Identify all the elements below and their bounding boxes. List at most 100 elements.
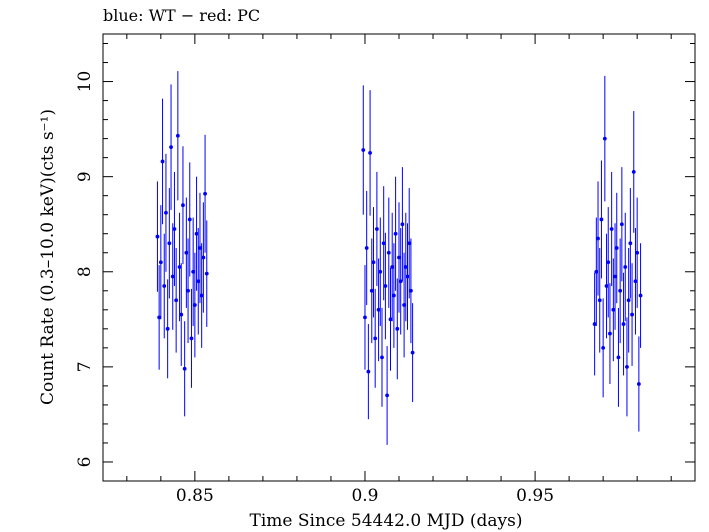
data-point: [613, 274, 617, 279]
data-point: [618, 288, 623, 293]
data-point: [157, 315, 162, 320]
y-axis-label: Count Rate (0.3–10.0 keV)(cts s⁻¹): [38, 109, 58, 405]
data-point: [594, 269, 599, 274]
data-point: [170, 274, 175, 279]
data-point: [179, 312, 184, 317]
data-point: [369, 288, 374, 293]
data-point: [601, 345, 606, 350]
data-point: [391, 293, 396, 298]
data-point: [403, 265, 408, 269]
data-point: [204, 271, 209, 276]
data-point: [602, 136, 607, 141]
y-tick-label: 8: [75, 266, 95, 277]
data-point: [596, 236, 600, 241]
data-point: [169, 145, 173, 150]
data-point: [196, 279, 201, 284]
data-point: [191, 269, 196, 274]
y-tick-label: 10: [75, 71, 95, 93]
data-point: [390, 265, 395, 269]
data-point: [383, 284, 388, 288]
data-point: [395, 326, 400, 331]
data-points: [155, 71, 643, 445]
data-point: [635, 250, 640, 255]
data-point: [364, 246, 369, 250]
x-axis-ticks: 0.85 0.9 0.95: [126, 34, 672, 506]
data-point: [371, 260, 376, 265]
data-point: [633, 279, 638, 284]
data-point: [187, 217, 192, 222]
x-tick-label: 0.85: [176, 486, 214, 506]
data-point: [393, 231, 398, 236]
data-point: [597, 298, 602, 303]
data-point: [361, 148, 366, 152]
x-tick-label: 0.9: [351, 486, 378, 506]
data-point: [402, 303, 407, 307]
data-point: [203, 191, 207, 196]
data-point: [184, 250, 189, 255]
data-point: [621, 322, 626, 326]
data-point: [608, 331, 612, 336]
data-point: [181, 203, 185, 208]
data-point: [616, 355, 621, 360]
data-point: [611, 307, 616, 312]
x-axis-label: Time Since 54442.0 MJD (days): [250, 511, 523, 531]
data-point: [631, 170, 636, 174]
data-point: [167, 241, 172, 246]
data-point: [410, 350, 415, 355]
y-tick-label: 9: [75, 171, 95, 182]
data-point: [407, 241, 412, 246]
data-point: [609, 227, 614, 231]
data-point: [155, 234, 160, 239]
data-point: [172, 227, 177, 231]
chart-title: blue: WT − red: PC: [103, 6, 260, 25]
data-point: [625, 364, 629, 369]
y-tick-label: 6: [75, 457, 95, 468]
data-point: [182, 366, 187, 371]
data-point: [366, 369, 371, 374]
data-point: [599, 217, 604, 222]
data-point: [388, 317, 393, 322]
data-point: [164, 210, 168, 215]
data-point: [380, 355, 384, 360]
data-point: [400, 222, 405, 227]
data-point: [162, 284, 167, 288]
data-point: [614, 246, 619, 250]
data-point: [623, 265, 628, 269]
data-point: [160, 159, 165, 164]
data-point: [405, 274, 410, 279]
data-point: [373, 336, 378, 341]
data-point: [381, 241, 386, 246]
data-point: [398, 279, 403, 284]
data-point: [606, 260, 611, 265]
data-point: [194, 231, 199, 236]
data-point: [158, 260, 163, 265]
y-tick-label: 7: [75, 361, 95, 372]
y-axis-ticks: 6 7 8 9 10: [75, 43, 695, 482]
data-point: [376, 307, 381, 312]
data-point: [636, 382, 641, 386]
data-point: [189, 336, 194, 341]
data-point: [177, 265, 182, 269]
x-tick-label: 0.95: [516, 486, 554, 506]
data-point: [199, 293, 204, 298]
data-point: [619, 222, 624, 227]
data-point: [174, 298, 179, 303]
data-point: [363, 315, 367, 320]
data-point: [192, 303, 197, 307]
data-point: [385, 393, 389, 398]
data-point: [628, 241, 633, 246]
data-point: [368, 150, 372, 155]
data-point: [604, 284, 609, 288]
data-point: [165, 326, 170, 331]
data-point: [186, 288, 190, 293]
data-point: [409, 288, 413, 293]
data-point: [386, 250, 391, 255]
data-point: [592, 322, 597, 326]
data-point: [175, 133, 180, 138]
data-point: [198, 246, 202, 250]
data-point: [630, 312, 634, 317]
data-point: [378, 269, 383, 274]
data-point: [201, 255, 206, 260]
data-point: [374, 227, 379, 231]
